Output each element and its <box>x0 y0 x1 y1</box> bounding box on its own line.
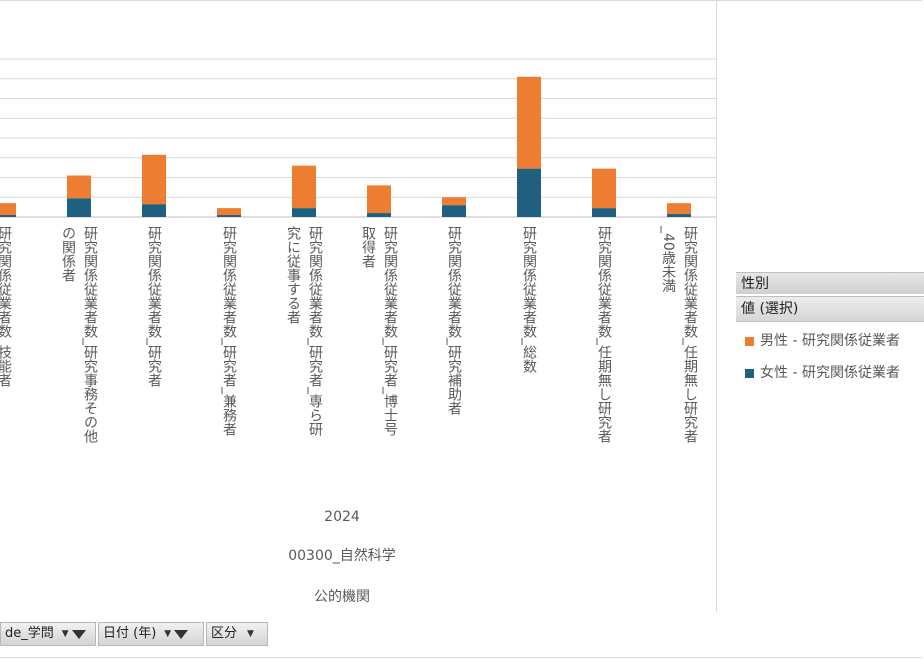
axis-level-org: 公的機関 <box>314 589 370 605</box>
filter-button-section[interactable]: 区分 ▼ <box>206 622 268 646</box>
bar-segment-female-2[interactable] <box>142 204 166 217</box>
bar-segment-female-0[interactable] <box>0 215 16 217</box>
bar-segment-male-8[interactable] <box>592 168 616 209</box>
dropdown-icon: ▼ <box>164 629 172 639</box>
filter-label-field: de_学問 <box>5 626 54 641</box>
legend-header[interactable]: 性別 <box>736 272 924 294</box>
category-label: 研究関係従業者数_研究事務その他 の関係者 <box>60 226 98 443</box>
filter-button-year[interactable]: 日付 (年) ▼ <box>98 622 204 646</box>
category-label: 研究関係従業者数_研究者_博士号 取得者 <box>360 226 398 436</box>
axis-level-field: 00300_自然科学 <box>288 548 396 564</box>
funnel-icon <box>174 629 189 639</box>
category-label: 研究関係従業者数_任期無し研究者 <box>596 226 612 443</box>
bar-segment-male-5[interactable] <box>367 185 391 214</box>
bar-segment-male-2[interactable] <box>142 154 166 205</box>
filter-button-field[interactable]: de_学問 ▼ <box>0 622 96 646</box>
legend-item-male[interactable]: 男性 - 研究関係従業者 <box>745 330 900 350</box>
legend-label-male: 男性 - 研究関係従業者 <box>760 333 900 349</box>
category-label: 研究関係従業者数_総数 <box>521 226 537 373</box>
filter-label-section: 区分 <box>211 626 238 641</box>
category-label: 研究関係従業者数_研究補助者 <box>446 226 462 415</box>
bar-segment-female-5[interactable] <box>367 213 391 217</box>
chart-divider <box>716 0 717 612</box>
category-label: 研究関係従業者数_技能者 <box>0 226 12 387</box>
legend-label-female: 女性 - 研究関係従業者 <box>760 365 900 381</box>
bar-segment-female-4[interactable] <box>292 208 316 217</box>
category-label: 研究関係従業者数_研究者_専ら研 究に従事する者 <box>285 226 323 436</box>
bar-segment-male-0[interactable] <box>0 203 16 216</box>
dropdown-icon: ▼ <box>61 629 69 639</box>
category-label: 研究関係従業者数_研究者 <box>146 226 162 387</box>
funnel-icon <box>71 629 86 639</box>
bar-segment-female-1[interactable] <box>67 198 91 217</box>
category-label: 研究関係従業者数_任期無し研究者 _40歳未満 <box>660 226 698 443</box>
bar-segment-female-7[interactable] <box>517 168 541 217</box>
axis-level-year: 2024 <box>324 509 360 525</box>
bar-segment-male-1[interactable] <box>67 175 91 199</box>
bar-segment-male-9[interactable] <box>667 203 691 215</box>
plot-area <box>0 58 716 218</box>
bar-segment-male-7[interactable] <box>517 76 541 169</box>
dropdown-icon: ▼ <box>247 629 254 639</box>
legend-swatch-female <box>745 368 754 378</box>
bar-segment-female-9[interactable] <box>667 214 691 217</box>
bar-segment-female-8[interactable] <box>592 208 616 217</box>
bar-segment-male-6[interactable] <box>442 197 466 206</box>
category-label: 研究関係従業者数_研究者_兼務者 <box>221 226 237 436</box>
legend-item-female[interactable]: 女性 - 研究関係従業者 <box>745 362 900 382</box>
bar-segment-male-3[interactable] <box>217 208 241 216</box>
bar-segment-male-4[interactable] <box>292 165 316 209</box>
legend-subheader[interactable]: 値 (選択) <box>736 296 924 322</box>
filter-label-year: 日付 (年) <box>103 626 157 641</box>
legend-swatch-male <box>745 336 754 346</box>
bar-segment-female-3[interactable] <box>217 215 241 217</box>
bar-segment-female-6[interactable] <box>442 205 466 217</box>
filter-bar: de_学問 ▼ 日付 (年) ▼ 区分 ▼ <box>0 622 270 646</box>
